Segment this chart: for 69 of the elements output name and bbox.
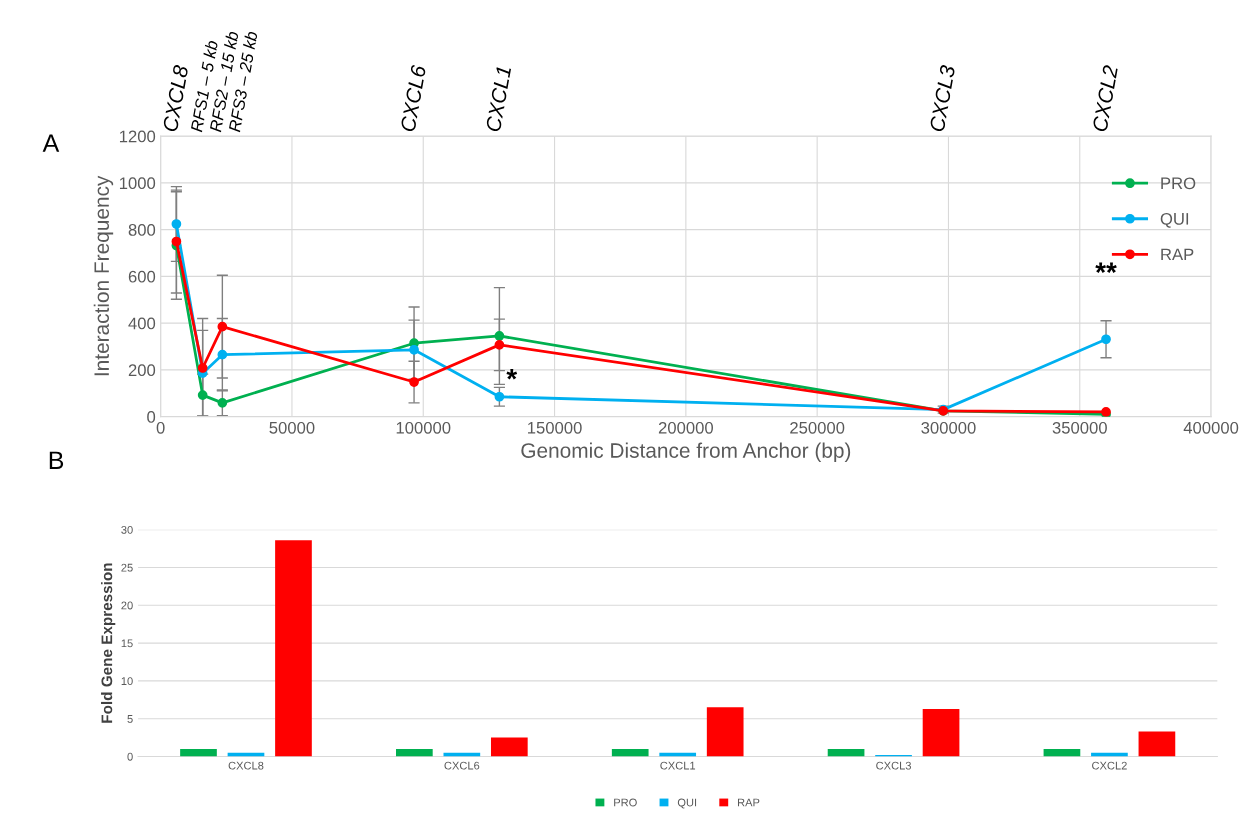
text: CXCL1 (485, 66, 512, 132)
y-tick-label: 1200 (119, 130, 156, 143)
y-tick-label: 0 (147, 411, 156, 423)
point (171, 219, 182, 229)
legend-label: RAP (737, 798, 760, 807)
point (197, 390, 208, 400)
y-tick-label: 10 (121, 677, 133, 686)
bar (1138, 731, 1176, 757)
point (409, 344, 419, 355)
point (217, 321, 228, 332)
y-tick-label: 25 (121, 563, 133, 572)
bar (611, 748, 649, 757)
bar (1043, 748, 1081, 757)
x-tick-label: 400000 (1183, 421, 1239, 434)
legend-label: PRO (1161, 177, 1196, 190)
x-tick-label: 250000 (790, 421, 845, 434)
point (217, 397, 228, 408)
point (1101, 334, 1111, 345)
x-tick-label: 200000 (658, 421, 714, 434)
point (217, 349, 228, 360)
bar (706, 707, 744, 757)
y-tick-label: 5 (127, 715, 133, 723)
y-tick-label: 1000 (119, 177, 156, 190)
y-tick-label: 30 (121, 525, 133, 534)
text: A (42, 134, 60, 152)
y-tick-label: 0 (127, 752, 133, 761)
y-tick-label: 15 (121, 639, 133, 648)
x-tick-label: 350000 (1052, 421, 1107, 434)
x-tick-label: CXCL2 (1092, 761, 1127, 770)
text: CXCL2 (1092, 64, 1119, 132)
point (494, 391, 505, 402)
annotation: * (506, 369, 518, 380)
y-axis-title: Interaction Frequency (93, 175, 114, 376)
point (409, 377, 419, 387)
x-axis-title: Genomic Distance from Anchor (bp) (521, 442, 851, 462)
x-tick-label: 100000 (396, 421, 451, 434)
bar (490, 737, 528, 757)
y-tick-label: 800 (128, 224, 156, 236)
text: CXCL6 (400, 64, 427, 132)
y-tick-label: 400 (128, 317, 156, 330)
y-tick-label: 600 (128, 270, 156, 283)
x-tick-label: CXCL1 (660, 761, 696, 770)
bar (275, 540, 312, 757)
bar (922, 708, 960, 757)
point (494, 340, 505, 350)
bar (396, 748, 433, 757)
x-tick-label: CXCL8 (228, 761, 264, 770)
x-tick-label: 150000 (528, 421, 582, 434)
x-tick-label: 0 (156, 421, 165, 434)
y-tick-label: 200 (128, 364, 156, 377)
legend-label: QUI (677, 798, 697, 809)
x-tick-label: 50000 (269, 421, 315, 434)
point (494, 331, 505, 341)
text: CXCL3 (929, 64, 956, 132)
y-axis-title: Fold Gene Expression (101, 563, 116, 723)
annotation: ** (1095, 262, 1117, 273)
x-tick-label: 300000 (921, 421, 976, 434)
bar (180, 748, 217, 757)
x-tick-label: CXCL3 (876, 761, 911, 770)
text: CXCL8 (162, 64, 189, 132)
legend-label: RAP (1161, 248, 1194, 261)
point (171, 236, 182, 247)
y-tick-label: 20 (121, 601, 133, 610)
point (197, 363, 208, 373)
x-tick-label: CXCL6 (444, 761, 480, 770)
legend-label: QUI (1160, 212, 1189, 228)
legend-label: PRO (614, 798, 637, 807)
text: B (49, 451, 64, 469)
bar (827, 748, 865, 757)
